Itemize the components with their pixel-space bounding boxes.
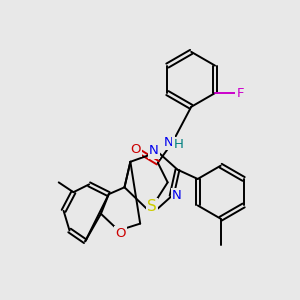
Text: H: H (173, 138, 183, 151)
Text: S: S (147, 200, 157, 214)
Text: N: N (172, 189, 182, 202)
Text: N: N (149, 145, 159, 158)
Text: O: O (115, 227, 126, 240)
Text: F: F (236, 87, 244, 100)
Text: N: N (164, 136, 173, 148)
Text: O: O (130, 142, 140, 155)
